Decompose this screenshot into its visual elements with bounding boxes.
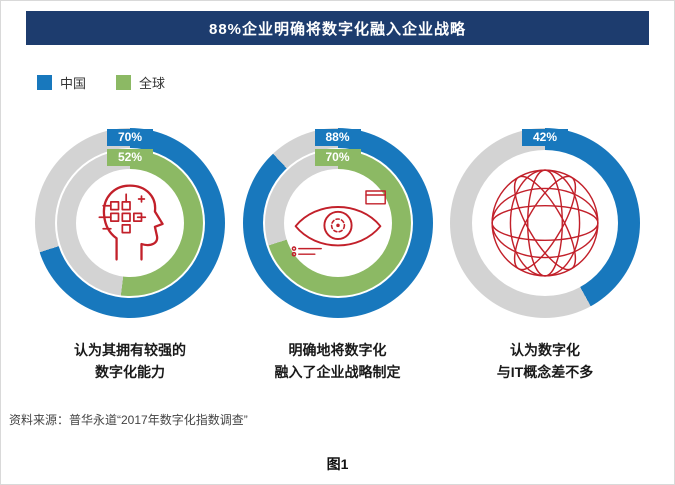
donut-caption-it-concept: 认为数字化 与IT概念差不多 bbox=[497, 340, 593, 383]
china-percent-chip: 42% bbox=[522, 129, 568, 146]
donut-charts-row: 70% 52% 认为其拥有较强的 数字化能力 bbox=[1, 128, 674, 383]
caption-line-2: 融入了企业战略制定 bbox=[274, 363, 401, 380]
page-title: 88%企业明确将数字化融入企业战略 bbox=[208, 20, 467, 38]
donut-chart-capability: 70% 52% bbox=[35, 128, 225, 318]
digital-eye-icon bbox=[284, 169, 392, 277]
donut-column-capability: 70% 52% 认为其拥有较强的 数字化能力 bbox=[29, 128, 231, 383]
china-percent-chip: 70% bbox=[107, 129, 153, 146]
donut-chart-strategy: 88% 70% bbox=[242, 128, 433, 318]
figure-label: 图1 bbox=[326, 456, 349, 472]
source-note: 资料来源：普华永道“2017年数字化指数调查” bbox=[9, 413, 248, 428]
caption-line-2: 与IT概念差不多 bbox=[496, 363, 594, 380]
global-swatch bbox=[116, 75, 132, 90]
china-swatch bbox=[37, 75, 52, 90]
legend-label-china: 中国 bbox=[60, 76, 87, 91]
donut-center bbox=[76, 169, 184, 277]
legend-item-global: 全球 bbox=[116, 73, 165, 92]
ring-gap bbox=[55, 148, 205, 298]
caption-line-1: 认为数字化 bbox=[509, 342, 580, 358]
title-banner: 88%企业明确将数字化融入企业战略 bbox=[26, 11, 649, 45]
global-percent-chip: 70% bbox=[314, 149, 361, 166]
ai-head-icon bbox=[76, 169, 184, 277]
donut-column-strategy: 88% 70% 明确地将数字化 融入了企业战略制定 bbox=[237, 128, 439, 383]
donut-chart-it-concept: 42% bbox=[450, 128, 640, 318]
caption-line-2: 数字化能力 bbox=[95, 363, 165, 380]
ring-gap bbox=[262, 148, 413, 298]
legend-label-global: 全球 bbox=[139, 76, 166, 91]
caption-line-1: 认为其拥有较强的 bbox=[74, 342, 186, 358]
caption-line-1: 明确地将数字化 bbox=[288, 342, 387, 358]
wireframe-globe-icon bbox=[472, 150, 618, 296]
donut-center bbox=[472, 150, 618, 296]
donut-caption-capability: 认为其拥有较强的 数字化能力 bbox=[74, 340, 186, 383]
donut-center bbox=[283, 169, 392, 277]
legend-item-china: 中国 bbox=[37, 73, 86, 92]
global-percent-chip: 52% bbox=[107, 149, 153, 166]
china-percent-chip: 88% bbox=[314, 129, 361, 146]
donut-column-it-concept: 42% 认为数字化 与IT概念差不多 bbox=[444, 128, 646, 383]
legend: 中国 全球 bbox=[37, 73, 674, 92]
donut-caption-strategy: 明确地将数字化 融入了企业战略制定 bbox=[275, 340, 401, 383]
